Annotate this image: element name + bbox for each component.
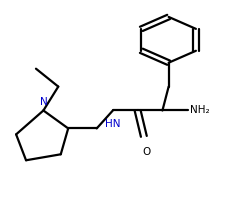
Text: NH₂: NH₂ [190,106,209,115]
Text: HN: HN [105,119,121,129]
Text: N: N [39,97,47,106]
Text: O: O [142,147,151,157]
